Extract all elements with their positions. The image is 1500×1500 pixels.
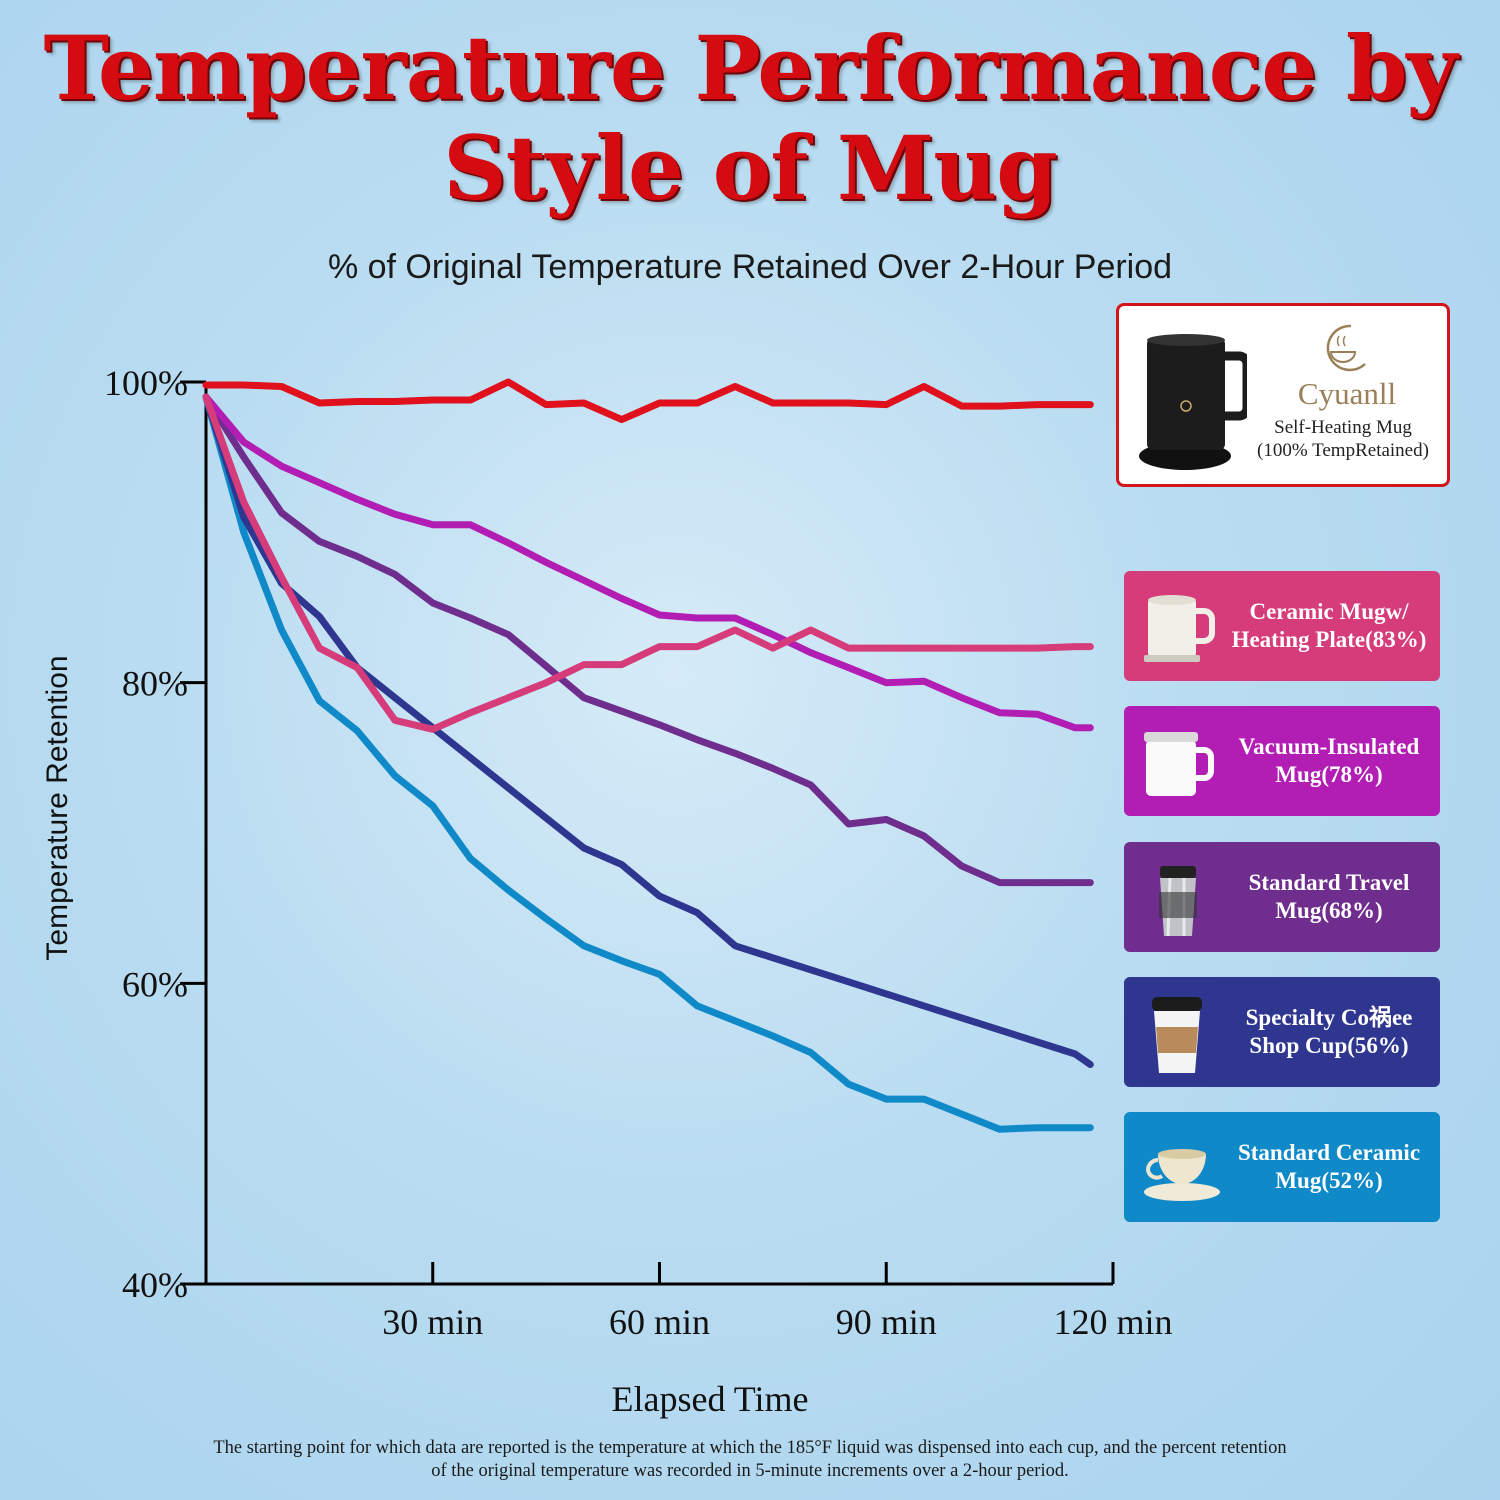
y-tick-label: 80% — [122, 664, 188, 704]
y-tick-label: 100% — [104, 363, 188, 403]
legend-label: Specialty Co祸ee Shop Cup(56%) — [1245, 1005, 1413, 1058]
legend-ceramic-heating-plate: Ceramic Mugw/ Heating Plate(83%) — [1124, 571, 1440, 681]
legend-vacuum-insulated: Vacuum-Insulated Mug(78%) — [1124, 706, 1440, 816]
ceramic-mug-icon — [1144, 595, 1215, 662]
cyuanll-logo-icon — [1326, 324, 1366, 372]
legend-label: Standard Ceramic Mug(52%) — [1237, 1140, 1421, 1193]
legend-label: Ceramic Mugw/ Heating Plate(83%) — [1231, 599, 1427, 652]
featured-label-line-2: (100% TempRetained) — [1257, 440, 1429, 461]
series-line-self-heating-mug — [202, 378, 1094, 424]
x-axis-title: Elapsed Time — [611, 1379, 809, 1419]
title-line-2: Style of Mug — [443, 116, 1058, 220]
travel-mug-icon — [1159, 866, 1197, 937]
legend-standard-travel: Standard Travel Mug(68%) — [1124, 842, 1440, 952]
chart-subtitle: % of Original Temperature Retained Over … — [327, 248, 1173, 286]
y-tick-label: 40% — [122, 1265, 188, 1305]
series-line-standard-ceramic-mug — [202, 393, 1094, 1133]
featured-label-line-1: Self-Heating Mug — [1274, 417, 1412, 438]
legend-label: Vacuum-Insulated Mug(78%) — [1238, 734, 1420, 787]
teacup-icon — [1144, 1149, 1220, 1201]
footnote-line-1: The starting point for which data are re… — [213, 1438, 1287, 1458]
series-line-vacuum-insulated-mug — [202, 393, 1094, 732]
self-heating-mug-icon — [1139, 334, 1247, 470]
series-line-ceramic-mugw-heating-plate — [202, 393, 1094, 733]
y-axis-title: Temperature Retention — [41, 655, 74, 961]
vacuum-mug-icon — [1144, 732, 1214, 796]
x-tick-label: 60 min — [609, 1302, 710, 1342]
legend-specialty-coffee-cup: Specialty Co祸ee Shop Cup(56%) — [1124, 977, 1440, 1087]
x-tick-label: 90 min — [836, 1302, 937, 1342]
footnote-line-2: of the original temperature was recorded… — [431, 1461, 1069, 1481]
x-tick-label: 120 min — [1053, 1302, 1172, 1342]
series-line-specialty-co-ee-shop-cup — [202, 393, 1094, 1068]
legend-label: Standard Travel Mug(68%) — [1248, 870, 1410, 923]
featured-label: Self-Heating Mug (100% TempRetained) — [1237, 416, 1449, 462]
x-tick-label: 30 min — [382, 1302, 483, 1342]
footnote: The starting point for which data are re… — [20, 1437, 1480, 1483]
legend-standard-ceramic: Standard Ceramic Mug(52%) — [1124, 1112, 1440, 1222]
y-tick-label: 60% — [122, 964, 188, 1004]
featured-self-heating-mug-card: Cyuanll Self-Heating Mug (100% TempRetai… — [1116, 303, 1450, 487]
series-line-standard-travel-mug — [202, 393, 1094, 887]
brand-name: Cyuanll — [1297, 376, 1397, 411]
coffee-cup-icon — [1152, 997, 1202, 1073]
title-line-1: Temperature Performance by — [43, 16, 1457, 120]
